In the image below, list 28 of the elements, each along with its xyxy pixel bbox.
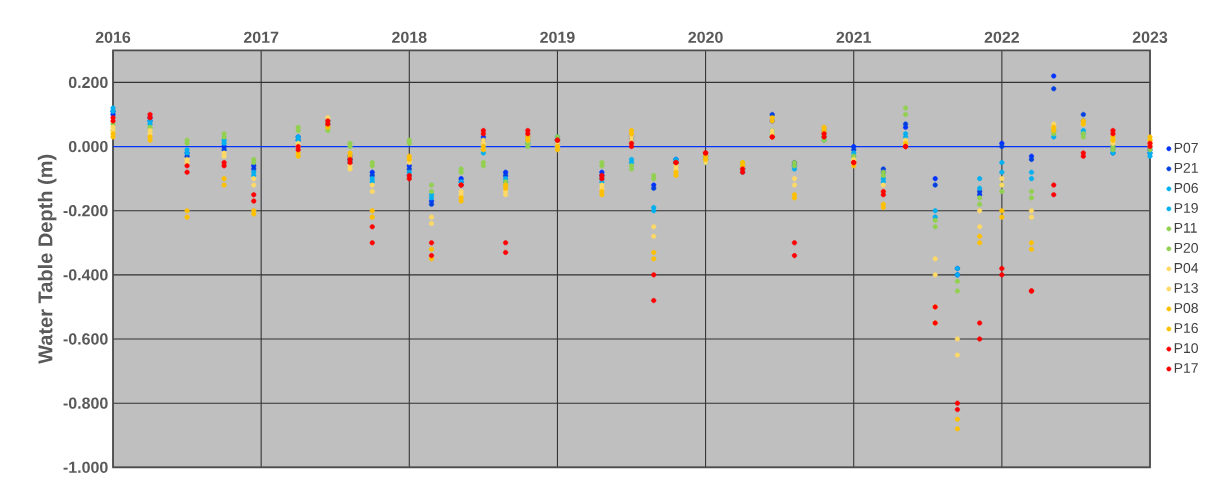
legend-label: P10 (1174, 342, 1198, 353)
legend-label: P04 (1174, 262, 1199, 273)
y-tick-label: -0.600 (63, 333, 108, 345)
y-tick-label: 0.000 (68, 140, 108, 153)
legend-label: P07 (1174, 142, 1198, 153)
legend-label: P11 (1174, 222, 1197, 233)
x-tick-label: 2018 (392, 31, 427, 43)
y-tick-label: -0.800 (63, 397, 108, 409)
legend-label: P16 (1174, 322, 1198, 333)
y-axis-title: Water Table Depth (m) (37, 154, 57, 364)
legend-label: P08 (1174, 302, 1198, 313)
y-tick-label: -0.400 (63, 269, 108, 281)
x-tick-label: 2019 (540, 31, 575, 43)
y-tick-label: -0.200 (63, 204, 108, 217)
legend-label: P20 (1174, 242, 1198, 253)
legend-label: P19 (1174, 202, 1198, 213)
x-tick-label: 2020 (688, 31, 723, 43)
legend-label: P06 (1174, 182, 1198, 193)
legend-label: P17 (1174, 363, 1198, 373)
y-tick-label: -1.000 (63, 461, 108, 473)
x-tick-label: 2017 (243, 31, 279, 43)
legend-label: P13 (1174, 282, 1198, 293)
x-tick-label: 2023 (1132, 31, 1168, 43)
y-tick-label: 0.200 (68, 76, 108, 88)
legend-label: P21 (1174, 162, 1198, 173)
x-tick-label: 2022 (984, 31, 1020, 43)
x-tick-label: 2021 (836, 31, 872, 43)
x-tick-label: 2016 (95, 31, 131, 43)
